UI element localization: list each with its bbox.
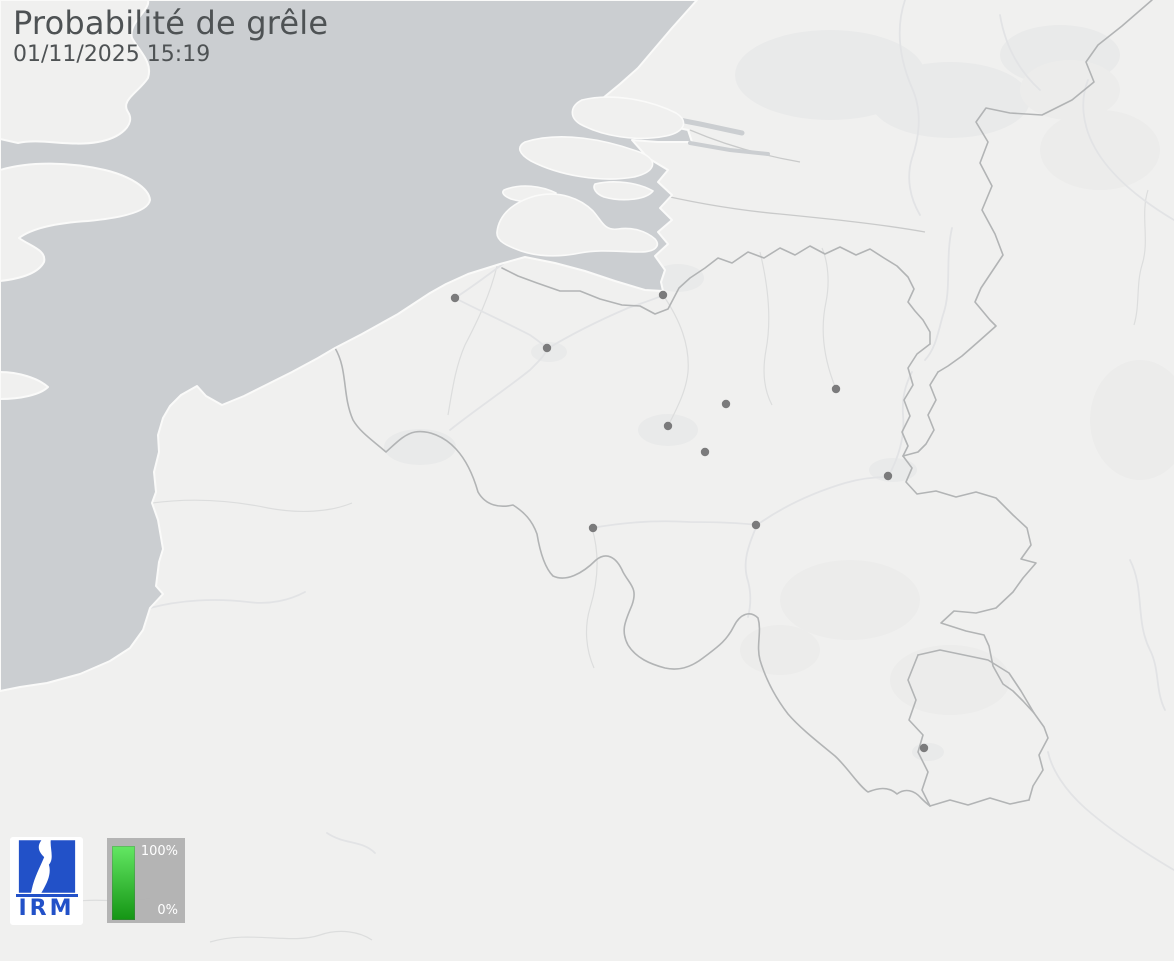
- timestamp: 01/11/2025 15:19: [13, 41, 211, 67]
- probability-legend: 100% 0%: [107, 838, 185, 923]
- region-borders: [59, 189, 1149, 943]
- city-marker: [658, 290, 668, 300]
- city-marker: [450, 293, 460, 303]
- legend-max-label: 100%: [140, 844, 178, 859]
- city-marker: [831, 384, 841, 394]
- north-sea: [0, 0, 698, 692]
- secondary-borders: [647, 129, 926, 233]
- city-marker: [883, 471, 893, 481]
- country-borders: [334, 0, 1153, 807]
- city-marker: [542, 343, 552, 353]
- city-marker: [663, 421, 673, 431]
- irm-logo: IRM: [10, 837, 83, 925]
- irm-logo-icon: [18, 840, 75, 893]
- irm-logo-text: IRM: [18, 896, 75, 921]
- delta-islands: [496, 96, 685, 257]
- legend-gradient-bar: [112, 846, 135, 920]
- irm-logo-rule: [15, 894, 78, 897]
- legend-min-label: 0%: [157, 903, 178, 918]
- city-marker: [700, 447, 710, 457]
- city-marker: [919, 743, 929, 753]
- city-marker: [588, 523, 598, 533]
- page-title: Probabilité de grêle: [13, 4, 329, 42]
- city-marker: [751, 520, 761, 530]
- england-coast: [0, 0, 151, 400]
- title-block: Probabilité de grêle 01/11/2025 15:19: [13, 5, 328, 67]
- city-markers-layer: [450, 290, 929, 753]
- city-marker: [721, 399, 731, 409]
